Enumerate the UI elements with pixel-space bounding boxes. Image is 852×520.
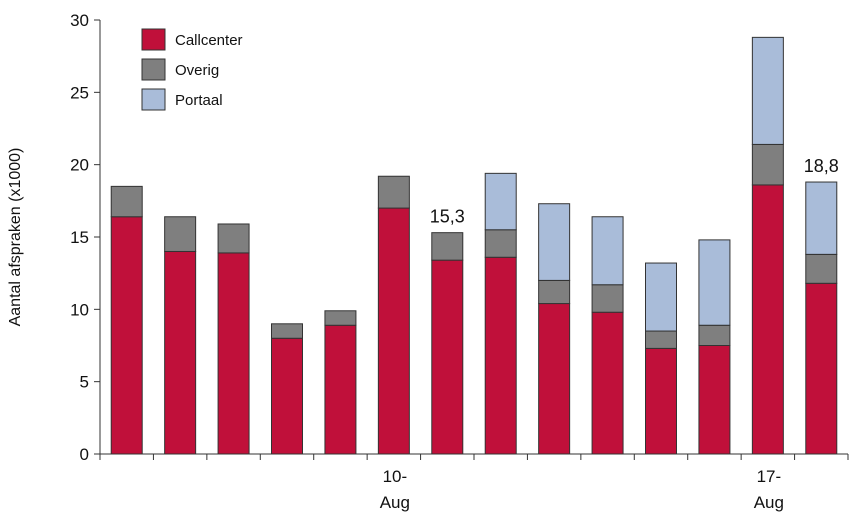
legend-label: Callcenter — [175, 32, 243, 49]
y-ticks: 0 5 10 15 20 25 30 — [70, 11, 100, 464]
legend-swatch — [141, 88, 166, 111]
bar-overig-1 — [164, 216, 197, 252]
bar-overig-12 — [751, 143, 784, 186]
bar-overig-6 — [431, 232, 464, 261]
bar-portaal-12 — [751, 36, 784, 145]
bar-portaal-7 — [484, 172, 517, 231]
y-tick-label: 10 — [70, 300, 89, 319]
bar-overig-11 — [698, 324, 731, 347]
x-tick-label: 10- — [383, 467, 408, 486]
x-tick-labels: 10- Aug 17- Aug — [380, 467, 784, 512]
bar-callcenter-5 — [377, 207, 410, 455]
bar-overig-0 — [110, 185, 143, 218]
bar-callcenter-12 — [751, 184, 784, 455]
data-label: 15,3 — [430, 207, 465, 227]
bar-callcenter-9 — [591, 311, 624, 455]
bar-overig-5 — [377, 175, 410, 209]
bar-overig-7 — [484, 229, 517, 258]
legend: Callcenter Overig Portaal — [141, 28, 243, 111]
x-tick-label: Aug — [380, 493, 410, 512]
x-tick-label: Aug — [754, 493, 784, 512]
legend-swatch — [141, 28, 166, 51]
bar-portaal-11 — [698, 239, 731, 326]
legend-swatch — [141, 58, 166, 81]
x-tick-label: 17- — [757, 467, 782, 486]
bar-overig-10 — [645, 330, 677, 349]
bar-overig-13 — [805, 253, 838, 284]
y-tick-label: 0 — [80, 445, 89, 464]
bar-callcenter-0 — [110, 216, 143, 455]
bar-callcenter-6 — [431, 259, 464, 455]
bar-overig-3 — [271, 323, 303, 339]
bar-overig-8 — [538, 279, 571, 305]
y-tick-label: 25 — [70, 83, 89, 102]
bar-callcenter-2 — [217, 252, 250, 455]
bar-callcenter-10 — [645, 347, 677, 455]
bar-overig-2 — [217, 223, 250, 254]
y-tick-label: 15 — [70, 228, 89, 247]
bar-overig-9 — [591, 284, 624, 313]
y-tick-label: 5 — [80, 373, 89, 392]
bar-overig-4 — [324, 310, 357, 326]
bar-callcenter-3 — [271, 337, 303, 455]
data-label: 18,8 — [804, 156, 839, 176]
bar-portaal-13 — [805, 181, 838, 255]
bar-callcenter-8 — [538, 303, 571, 455]
legend-label: Overig — [175, 62, 219, 79]
bar-callcenter-11 — [698, 345, 731, 455]
y-tick-label: 30 — [70, 11, 89, 30]
bar-portaal-9 — [591, 216, 624, 286]
bar-portaal-8 — [538, 203, 571, 281]
x-ticks — [99, 454, 849, 460]
legend-label: Portaal — [175, 92, 223, 109]
bar-portaal-10 — [645, 262, 677, 332]
y-tick-label: 20 — [70, 156, 89, 175]
data-labels: 15,3 18,8 — [430, 156, 839, 227]
bar-callcenter-7 — [484, 256, 517, 455]
y-axis-title: Aantal afspraken (x1000) — [7, 148, 24, 327]
bar-callcenter-1 — [164, 250, 197, 455]
bar-callcenter-13 — [805, 282, 838, 455]
bar-callcenter-4 — [324, 324, 357, 455]
